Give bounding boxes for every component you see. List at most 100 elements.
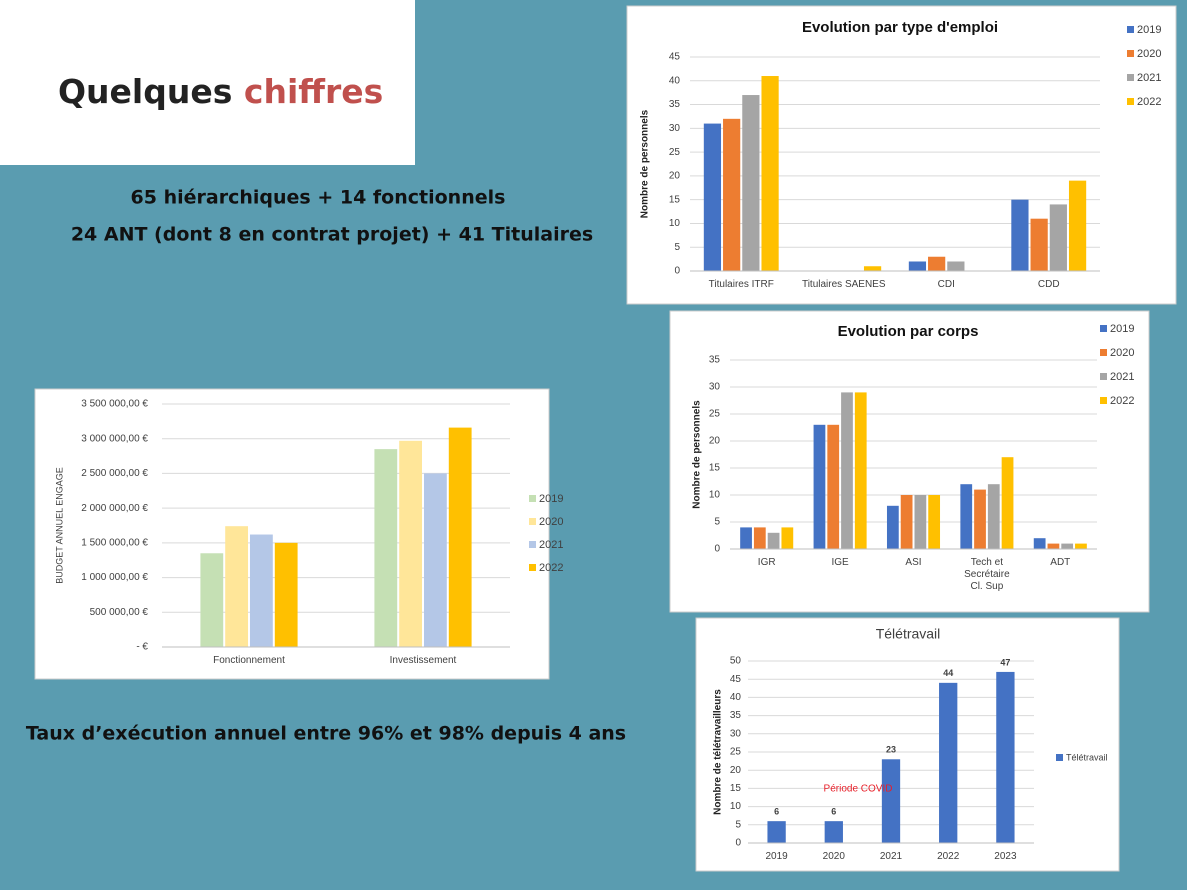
y-tick-label: 45 <box>730 674 742 685</box>
title-word: chiffres <box>244 72 383 111</box>
data-label: 23 <box>886 745 896 755</box>
bar <box>703 123 722 271</box>
x-tick-label-box: CDI <box>938 279 955 290</box>
legend-swatch <box>1100 373 1107 380</box>
bar <box>767 532 780 549</box>
bar <box>767 821 786 843</box>
y-tick-label: 20 <box>730 765 742 776</box>
x-tick-label-box: Tech et Secrétaire Cl. Sup <box>964 557 1010 592</box>
legend-swatch <box>1127 26 1134 33</box>
y-tick-label: 10 <box>709 490 721 501</box>
x-tick-label: 2021 <box>879 851 903 862</box>
annotation: Période COVID <box>824 784 893 795</box>
x-tick-label: 2022 <box>937 851 960 862</box>
y-tick-label: 30 <box>709 382 721 393</box>
chart-box <box>695 617 1120 872</box>
x-tick-label: ADT <box>1050 557 1071 568</box>
bar <box>841 392 853 549</box>
bar <box>1011 199 1029 271</box>
data-label: 6 <box>774 807 779 817</box>
bar <box>1075 543 1087 549</box>
title-box <box>0 0 415 165</box>
y-tick-label: 2 500 000,00 € <box>81 468 148 479</box>
x-tick-label-box: Titulaires ITRF <box>709 279 774 290</box>
data-label: 6 <box>831 807 836 817</box>
bar <box>448 427 472 647</box>
x-tick-label: IGE <box>831 557 849 568</box>
legend-swatch <box>1056 754 1063 761</box>
legend-swatch <box>529 541 536 548</box>
legend-label: 2022 <box>1137 96 1161 108</box>
legend-label: 2020 <box>1110 347 1134 359</box>
y-tick-label: 25 <box>709 409 721 420</box>
y-tick-label: 25 <box>730 747 742 758</box>
legend-label: 2022 <box>539 562 563 574</box>
x-tick-label-box: 2022 <box>937 851 960 862</box>
footer-text: Taux d’exécution annuel entre 96% et 98%… <box>26 723 626 745</box>
bar <box>900 495 913 549</box>
summary-line: 65 hiérarchiques + 14 fonctionnels <box>131 187 506 209</box>
bar <box>939 682 958 843</box>
x-tick-label-box: ASI <box>905 557 922 568</box>
bar <box>250 534 273 647</box>
x-tick-label-box: Titulaires SAENES <box>802 279 886 290</box>
legend-label: 2019 <box>1137 24 1161 36</box>
x-tick-label: Investissement <box>389 655 457 666</box>
y-tick-label: 20 <box>669 171 681 182</box>
y-tick-label: 3 500 000,00 € <box>81 399 148 410</box>
x-tick-label: 2019 <box>765 851 788 862</box>
legend-label: 2019 <box>539 493 563 505</box>
y-tick-label: 15 <box>669 194 681 205</box>
bar <box>740 527 752 549</box>
y-tick-label: 10 <box>669 218 681 229</box>
title-word: Quelques <box>58 72 232 111</box>
legend-swatch <box>529 518 536 525</box>
y-tick-label: 50 <box>730 656 742 667</box>
y-tick-label: 35 <box>669 99 681 110</box>
bar <box>1033 538 1046 549</box>
x-tick-label-box: Fonctionnement <box>213 655 285 666</box>
bar <box>1001 457 1014 549</box>
y-tick-label: 0 <box>714 544 720 555</box>
bar <box>723 118 741 271</box>
legend-label: Télétravail <box>1066 752 1108 762</box>
bar <box>200 553 224 647</box>
legend-swatch <box>1100 397 1107 404</box>
bar <box>974 489 986 549</box>
bar <box>863 266 882 271</box>
y-axis-label: Nombre de personnels <box>692 400 703 509</box>
y-axis-label: BUDGET ANNUEL ENGAGE <box>54 467 64 584</box>
bar <box>881 759 901 843</box>
x-tick-label: 2023 <box>994 851 1017 862</box>
y-tick-label: 40 <box>669 75 681 86</box>
legend-label: 2021 <box>1137 72 1161 84</box>
chart-title: Télétravail <box>876 626 941 642</box>
x-tick-label-box: 2021 <box>879 851 903 862</box>
x-tick-label: ASI <box>905 557 922 568</box>
y-tick-label: 500 000,00 € <box>90 607 149 618</box>
bar <box>928 256 946 271</box>
y-tick-label: 10 <box>730 801 742 812</box>
x-tick-label: Tech et Secrétaire Cl. Sup <box>964 557 1010 592</box>
data-label: 47 <box>1000 657 1010 667</box>
legend-label: 2019 <box>1110 323 1134 335</box>
y-tick-label: 30 <box>730 728 742 739</box>
legend-swatch <box>529 564 536 571</box>
bar <box>424 473 447 647</box>
y-axis-label: Nombre de télétravailleurs <box>713 689 724 815</box>
x-tick-label-box: IGE <box>831 557 849 568</box>
legend-swatch <box>529 495 536 502</box>
summary-line: 24 ANT (dont 8 en contrat projet) + 41 T… <box>71 224 593 246</box>
y-tick-label: 45 <box>669 52 681 63</box>
bar <box>753 527 766 549</box>
slide-title: Quelques chiffres <box>58 72 383 111</box>
y-tick-label: 1 500 000,00 € <box>81 537 148 548</box>
legend-label: 2020 <box>539 516 563 528</box>
legend-swatch <box>1100 349 1107 356</box>
x-tick-label-box: CDD <box>1038 279 1060 290</box>
y-tick-label: 0 <box>735 838 741 849</box>
legend-label: 2021 <box>1110 371 1134 383</box>
y-tick-label: 20 <box>709 436 721 447</box>
y-tick-label: 5 <box>674 242 680 253</box>
bar <box>914 495 927 549</box>
